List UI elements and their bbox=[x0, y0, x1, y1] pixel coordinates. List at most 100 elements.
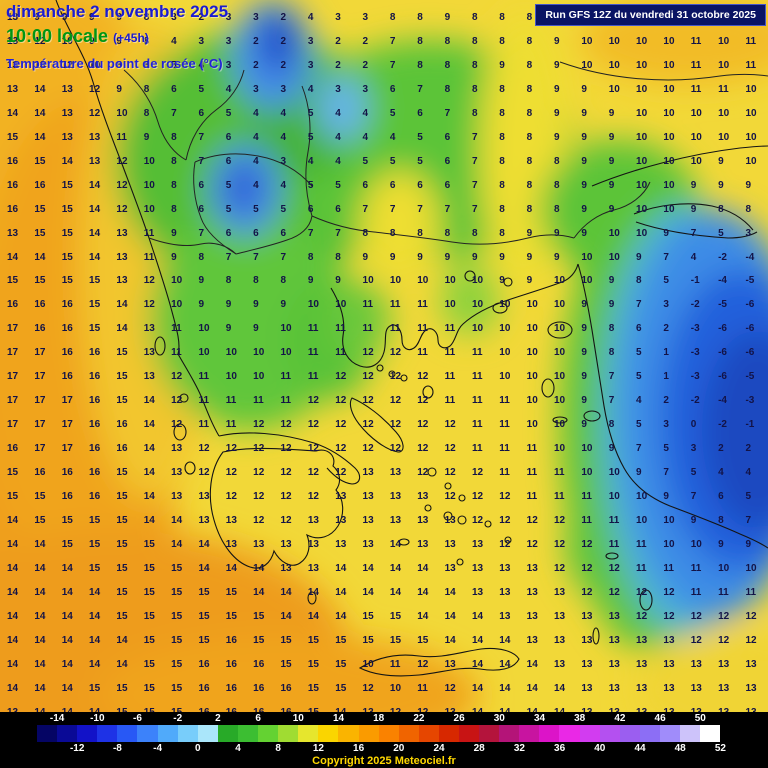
dewpoint-value: 15 bbox=[7, 467, 19, 479]
dewpoint-value: 4 bbox=[362, 131, 369, 143]
dewpoint-value: 15 bbox=[34, 275, 46, 287]
dewpoint-value: 1 bbox=[663, 371, 669, 383]
dewpoint-value: 15 bbox=[89, 514, 101, 526]
dewpoint-value: 15 bbox=[116, 514, 128, 526]
dewpoint-value: 10 bbox=[198, 323, 210, 335]
dewpoint-value: 15 bbox=[61, 538, 73, 550]
dewpoint-value: 11 bbox=[307, 347, 319, 359]
dewpoint-value: 16 bbox=[34, 323, 46, 335]
dewpoint-value: 10 bbox=[581, 251, 593, 263]
scale-cell bbox=[579, 725, 600, 742]
map-titles: dimanche 2 novembre 2025 10:00 locale (+… bbox=[6, 2, 228, 71]
dewpoint-value: 2 bbox=[663, 395, 669, 407]
dewpoint-value: 11 bbox=[335, 347, 346, 359]
dewpoint-value: 14 bbox=[89, 203, 101, 215]
dewpoint-value: 9 bbox=[581, 227, 587, 239]
dewpoint-value: 15 bbox=[89, 682, 101, 694]
dewpoint-value: 14 bbox=[471, 610, 484, 622]
dewpoint-value: 8 bbox=[335, 251, 341, 263]
dewpoint-value: 15 bbox=[198, 586, 210, 598]
map-area: 1399998323324338898889101010101010111312… bbox=[0, 0, 768, 712]
scale-cell bbox=[438, 725, 459, 742]
dewpoint-value: 11 bbox=[718, 83, 729, 95]
dewpoint-value: 12 bbox=[417, 395, 429, 407]
dewpoint-value: 8 bbox=[608, 323, 615, 335]
dewpoint-value: 8 bbox=[444, 35, 451, 47]
dewpoint-value: 10 bbox=[663, 179, 675, 191]
dewpoint-value: 10 bbox=[389, 275, 402, 287]
dewpoint-value: 10 bbox=[471, 275, 484, 287]
dewpoint-value: 13 bbox=[691, 707, 702, 712]
dewpoint-value: 16 bbox=[116, 419, 128, 431]
dewpoint-value: 11 bbox=[608, 538, 620, 550]
dewpoint-value: 10 bbox=[690, 107, 702, 119]
dewpoint-value: 17 bbox=[61, 395, 73, 407]
dewpoint-value: 12 bbox=[253, 443, 265, 455]
dewpoint-value: 7 bbox=[663, 467, 669, 479]
dewpoint-value: 9 bbox=[526, 227, 533, 239]
dewpoint-value: 2 bbox=[253, 35, 259, 47]
dewpoint-value: 16 bbox=[280, 682, 292, 694]
dewpoint-value: 11 bbox=[471, 371, 483, 383]
dewpoint-value: 4 bbox=[171, 35, 177, 47]
dewpoint-value: 7 bbox=[444, 203, 451, 215]
dewpoint-value: 13 bbox=[554, 610, 566, 622]
dewpoint-value: 10 bbox=[636, 514, 648, 526]
dewpoint-value: 16 bbox=[61, 323, 73, 335]
dewpoint-value: 4 bbox=[636, 395, 642, 407]
dewpoint-value: 12 bbox=[417, 443, 429, 455]
dewpoint-value: 5 bbox=[307, 131, 314, 143]
scale-label: 14 bbox=[332, 713, 345, 724]
dewpoint-value: 13 bbox=[389, 467, 402, 479]
dewpoint-value: 11 bbox=[198, 371, 210, 383]
dewpoint-value: 13 bbox=[307, 538, 319, 550]
scale-label: 10 bbox=[292, 713, 304, 724]
dewpoint-value: 12 bbox=[444, 419, 456, 431]
dewpoint-value: 15 bbox=[116, 395, 128, 407]
dewpoint-value: 12 bbox=[389, 395, 402, 407]
dewpoint-value: -4 bbox=[718, 275, 727, 287]
dewpoint-value: 2 bbox=[335, 35, 341, 47]
dewpoint-value: 8 bbox=[471, 227, 478, 239]
scale-cell bbox=[539, 725, 560, 742]
dewpoint-value: 10 bbox=[554, 371, 566, 383]
dewpoint-value: 10 bbox=[116, 107, 128, 119]
copyright: Copyright 2025 Meteociel.fr bbox=[312, 755, 456, 767]
temperature-blobs bbox=[0, 0, 768, 712]
dewpoint-value: 3 bbox=[307, 35, 314, 47]
dewpoint-value: 15 bbox=[89, 562, 101, 574]
dewpoint-value: 12 bbox=[417, 371, 429, 383]
dewpoint-value: 10 bbox=[499, 323, 511, 335]
dewpoint-value: 4 bbox=[253, 155, 259, 167]
dewpoint-value: 10 bbox=[554, 419, 566, 431]
dewpoint-value: 13 bbox=[581, 682, 593, 694]
dewpoint-value: 13 bbox=[690, 682, 702, 694]
dewpoint-value: 10 bbox=[554, 395, 566, 407]
dewpoint-value: 10 bbox=[608, 491, 620, 502]
dewpoint-value: 12 bbox=[335, 467, 347, 479]
scale-label: 42 bbox=[614, 713, 626, 724]
dewpoint-value: 9 bbox=[307, 275, 314, 287]
dewpoint-value: 2 bbox=[280, 35, 287, 47]
dewpoint-value: 13 bbox=[471, 586, 484, 598]
dewpoint-value: 12 bbox=[116, 155, 128, 167]
dewpoint-value: 16 bbox=[34, 179, 46, 191]
dewpoint-value: 3 bbox=[280, 83, 287, 95]
dewpoint-value: 15 bbox=[61, 227, 73, 239]
dewpoint-value: 14 bbox=[89, 227, 101, 239]
dewpoint-value: 15 bbox=[171, 610, 183, 622]
dewpoint-value: 5 bbox=[663, 443, 669, 455]
dewpoint-value: 10 bbox=[581, 443, 593, 455]
dewpoint-value: 15 bbox=[253, 610, 265, 622]
dewpoint-value: 6 bbox=[225, 155, 232, 167]
dewpoint-value: 9 bbox=[389, 251, 396, 263]
scale-cell bbox=[358, 725, 379, 742]
dewpoint-value: 11 bbox=[690, 586, 702, 598]
dewpoint-value: 14 bbox=[499, 634, 511, 646]
dewpoint-value: 9 bbox=[89, 12, 95, 23]
dewpoint-value: 8 bbox=[143, 107, 150, 119]
dewpoint-value: 4 bbox=[307, 12, 314, 23]
dewpoint-value: 11 bbox=[690, 59, 702, 71]
dewpoint-value: 13 bbox=[389, 491, 402, 502]
scale-cell bbox=[639, 725, 660, 742]
